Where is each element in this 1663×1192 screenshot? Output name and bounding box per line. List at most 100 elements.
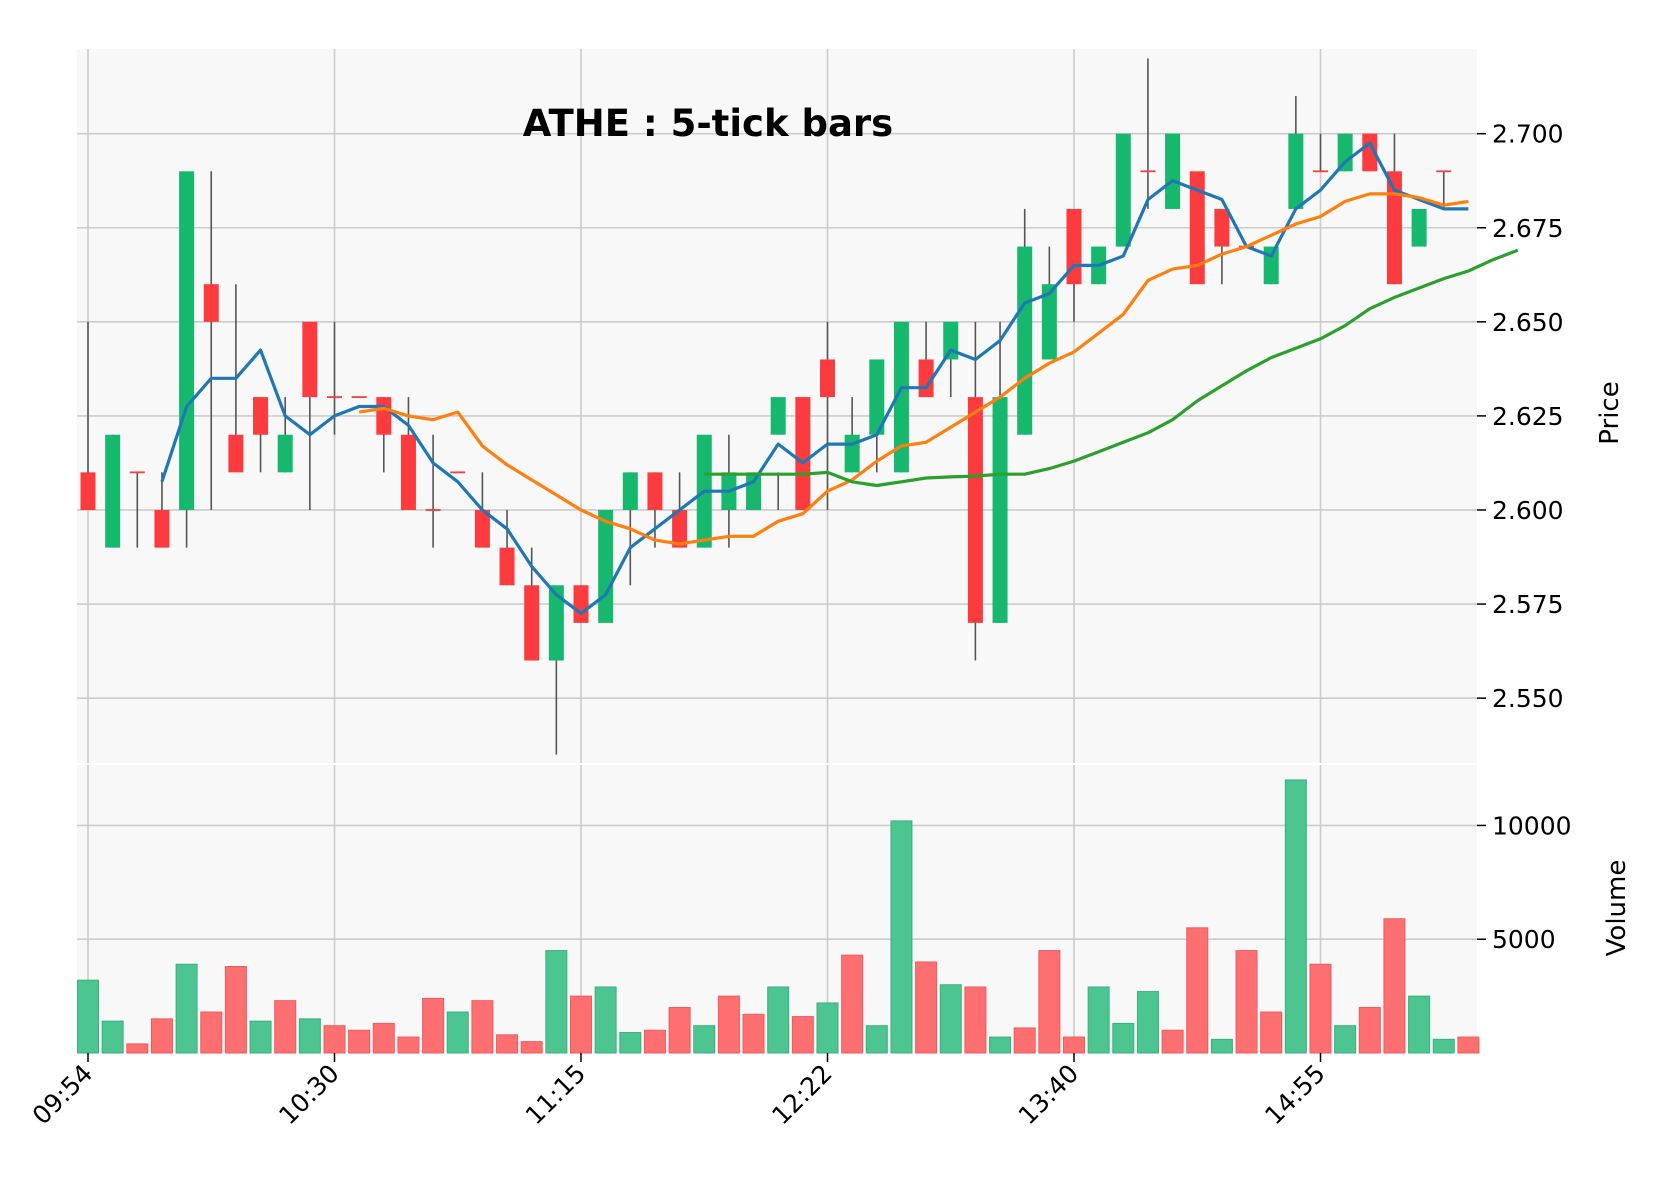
candle-down bbox=[647, 472, 663, 510]
volume-bar bbox=[249, 1020, 272, 1054]
moving-average-lines bbox=[160, 141, 1519, 616]
candle-down bbox=[474, 509, 490, 548]
volume-bar bbox=[274, 1000, 297, 1054]
candle-down bbox=[1386, 171, 1402, 285]
candle-up bbox=[943, 321, 959, 360]
time-tick-label: 12:22 bbox=[766, 1059, 837, 1130]
volume-bar bbox=[570, 995, 592, 1054]
price-axis-label: Price bbox=[1595, 381, 1625, 444]
candle-down bbox=[80, 472, 96, 510]
volume-bar bbox=[1161, 1029, 1184, 1054]
candle-down bbox=[203, 284, 219, 322]
volume-bar bbox=[964, 986, 987, 1054]
volume-bar bbox=[1408, 995, 1431, 1054]
price-tick-label: 2.700 bbox=[1492, 120, 1564, 149]
price-tick-label: 2.550 bbox=[1492, 684, 1564, 713]
volume-bar bbox=[890, 820, 913, 1054]
candle-up bbox=[844, 434, 860, 473]
volume-bar bbox=[520, 1041, 543, 1054]
candle-down bbox=[795, 397, 811, 510]
price-tick-label: 2.675 bbox=[1492, 214, 1564, 243]
candle-down bbox=[499, 547, 515, 586]
candle-up bbox=[893, 321, 909, 473]
volume-bar bbox=[348, 1029, 371, 1054]
volume-bar bbox=[1063, 1036, 1085, 1054]
candle-up bbox=[1288, 133, 1304, 209]
candle-up bbox=[1165, 133, 1181, 209]
volume-bar bbox=[1013, 1027, 1036, 1054]
volume-bar bbox=[545, 950, 568, 1054]
volume-bar bbox=[298, 1018, 321, 1054]
volume-bar bbox=[471, 1000, 494, 1054]
volume-bar bbox=[1432, 1038, 1455, 1054]
volume-bar bbox=[1038, 950, 1061, 1054]
ma-mid-line bbox=[358, 192, 1469, 546]
time-tick-label: 10:30 bbox=[273, 1059, 344, 1130]
volume-bar bbox=[150, 1018, 173, 1054]
volume-bar bbox=[791, 1016, 814, 1054]
candle-down bbox=[672, 509, 688, 548]
volume-bar bbox=[594, 986, 617, 1054]
volume-tick-label: 10000 bbox=[1492, 811, 1572, 840]
candle-down bbox=[253, 397, 269, 435]
time-tick-label: 09:54 bbox=[27, 1059, 98, 1130]
volume-bar bbox=[693, 1025, 716, 1054]
candle-down bbox=[376, 397, 392, 435]
volume-bar bbox=[1260, 1011, 1283, 1054]
candle-down bbox=[1362, 133, 1378, 172]
volume-bar bbox=[101, 1020, 124, 1054]
candle-up bbox=[277, 434, 293, 473]
volume-bar bbox=[1186, 927, 1209, 1054]
volume-bar bbox=[1334, 1025, 1357, 1054]
candle-down bbox=[400, 434, 416, 510]
volume-bar bbox=[224, 966, 247, 1054]
candle-up bbox=[1115, 133, 1131, 247]
candle-down bbox=[1214, 208, 1230, 247]
candle-up bbox=[1411, 208, 1427, 247]
volume-bar bbox=[1235, 950, 1258, 1054]
volume-bar bbox=[1210, 1038, 1233, 1054]
candle-down bbox=[154, 509, 170, 548]
volume-bar bbox=[643, 1029, 666, 1054]
volume-bar bbox=[200, 1011, 223, 1054]
price-tick-label: 2.600 bbox=[1492, 496, 1564, 525]
candle-down bbox=[820, 359, 835, 398]
candle-up bbox=[622, 472, 638, 510]
volume-bar bbox=[1358, 1006, 1381, 1054]
candle-down bbox=[302, 321, 318, 398]
candle-up bbox=[1337, 133, 1353, 172]
time-tick-label: 14:55 bbox=[1259, 1059, 1330, 1130]
volume-bars bbox=[77, 779, 1480, 1054]
volume-bar bbox=[668, 1006, 691, 1054]
time-tick-label: 11:15 bbox=[520, 1059, 591, 1130]
volume-bar bbox=[1284, 779, 1307, 1054]
candle-up bbox=[1263, 246, 1279, 285]
volume-bar bbox=[323, 1025, 346, 1054]
volume-bar bbox=[496, 1034, 519, 1054]
ma-long-line bbox=[704, 248, 1519, 488]
candle-down bbox=[573, 585, 589, 623]
volume-bar bbox=[1087, 986, 1110, 1054]
volume-bar bbox=[446, 1011, 469, 1054]
candle-up bbox=[548, 585, 564, 661]
volume-bar bbox=[742, 1013, 765, 1054]
price-tick-label: 2.625 bbox=[1492, 402, 1564, 431]
volume-bar bbox=[126, 1043, 149, 1054]
candle-up bbox=[105, 434, 121, 548]
volume-axis-label: Volume bbox=[1602, 860, 1632, 957]
volume-bar bbox=[77, 979, 99, 1054]
volume-bar bbox=[816, 1002, 839, 1054]
volume-bar bbox=[717, 995, 740, 1054]
volume-bar bbox=[175, 963, 198, 1054]
volume-bar bbox=[767, 986, 790, 1054]
candle-up bbox=[770, 397, 786, 435]
chart-title: ATHE : 5-tick bars bbox=[523, 102, 893, 145]
volume-bar bbox=[1136, 991, 1159, 1054]
volume-bar bbox=[1383, 918, 1406, 1054]
price-tick-label: 2.650 bbox=[1492, 308, 1564, 337]
ma-short-line bbox=[160, 141, 1469, 616]
volume-bar bbox=[1457, 1036, 1480, 1054]
volume-bar bbox=[865, 1025, 888, 1054]
